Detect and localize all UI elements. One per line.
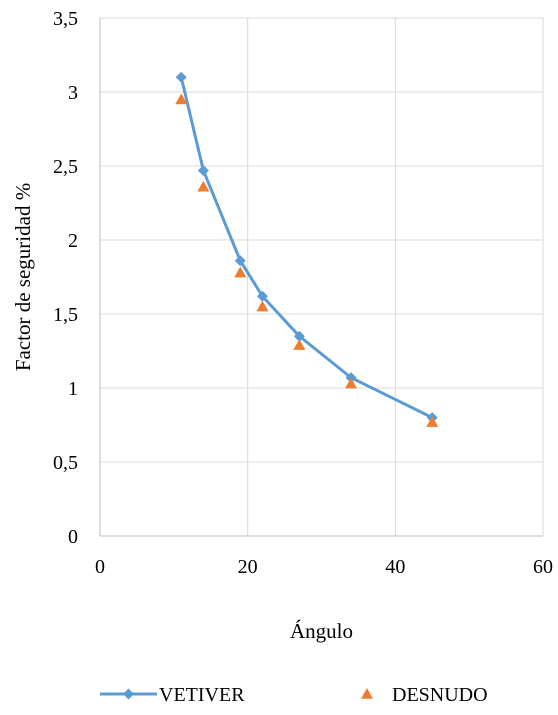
triangle-point (293, 339, 306, 350)
plot-series (175, 71, 439, 427)
series-line (179, 76, 433, 419)
y-tick-label: 0 (68, 526, 78, 548)
series-vetiver (175, 71, 438, 424)
triangle-point (234, 266, 247, 278)
legend: VETIVER DESNUDO (100, 684, 488, 706)
x-tick-label: 60 (533, 556, 553, 578)
triangle-point (197, 180, 210, 192)
legend-triangle-swatch (361, 688, 373, 699)
x-tick-label: 0 (95, 556, 105, 578)
legend-item-vetiver: VETIVER (100, 684, 245, 706)
y-tick-label: 1 (68, 378, 78, 400)
y-tick-label: 3 (68, 82, 78, 104)
triangle-point (345, 377, 358, 389)
series-desnudo (175, 93, 439, 427)
x-tick-label: 40 (385, 556, 405, 578)
diamond-point (197, 164, 209, 176)
y-tick-label: 1,5 (53, 304, 78, 326)
legend-diamond-swatch (123, 688, 134, 700)
legend-label: VETIVER (159, 684, 245, 706)
y-tick-label: 0,5 (53, 452, 78, 474)
diamond-point (256, 290, 268, 302)
diamond-point (293, 330, 305, 342)
y-axis-title: Factor de seguridad % (11, 183, 35, 371)
triangle-point (256, 300, 269, 312)
y-tick-label: 2 (68, 230, 78, 252)
y-tick-labels: 0 0,5 1 1,5 2 2,5 3 3,5 (53, 8, 78, 548)
axes (99, 18, 543, 537)
grid-lines (100, 17, 544, 536)
legend-item-desnudo: DESNUDO (361, 684, 488, 706)
diamond-point (175, 71, 187, 83)
triangle-point (426, 416, 439, 427)
y-tick-label: 3,5 (53, 8, 78, 30)
x-tick-labels: 0 20 40 60 (95, 556, 553, 578)
legend-label: DESNUDO (392, 684, 488, 706)
diamond-point (234, 255, 246, 267)
triangle-point (175, 93, 188, 105)
x-tick-label: 20 (238, 556, 258, 578)
y-tick-label: 2,5 (53, 156, 78, 178)
x-axis-title: Ángulo (290, 619, 353, 643)
